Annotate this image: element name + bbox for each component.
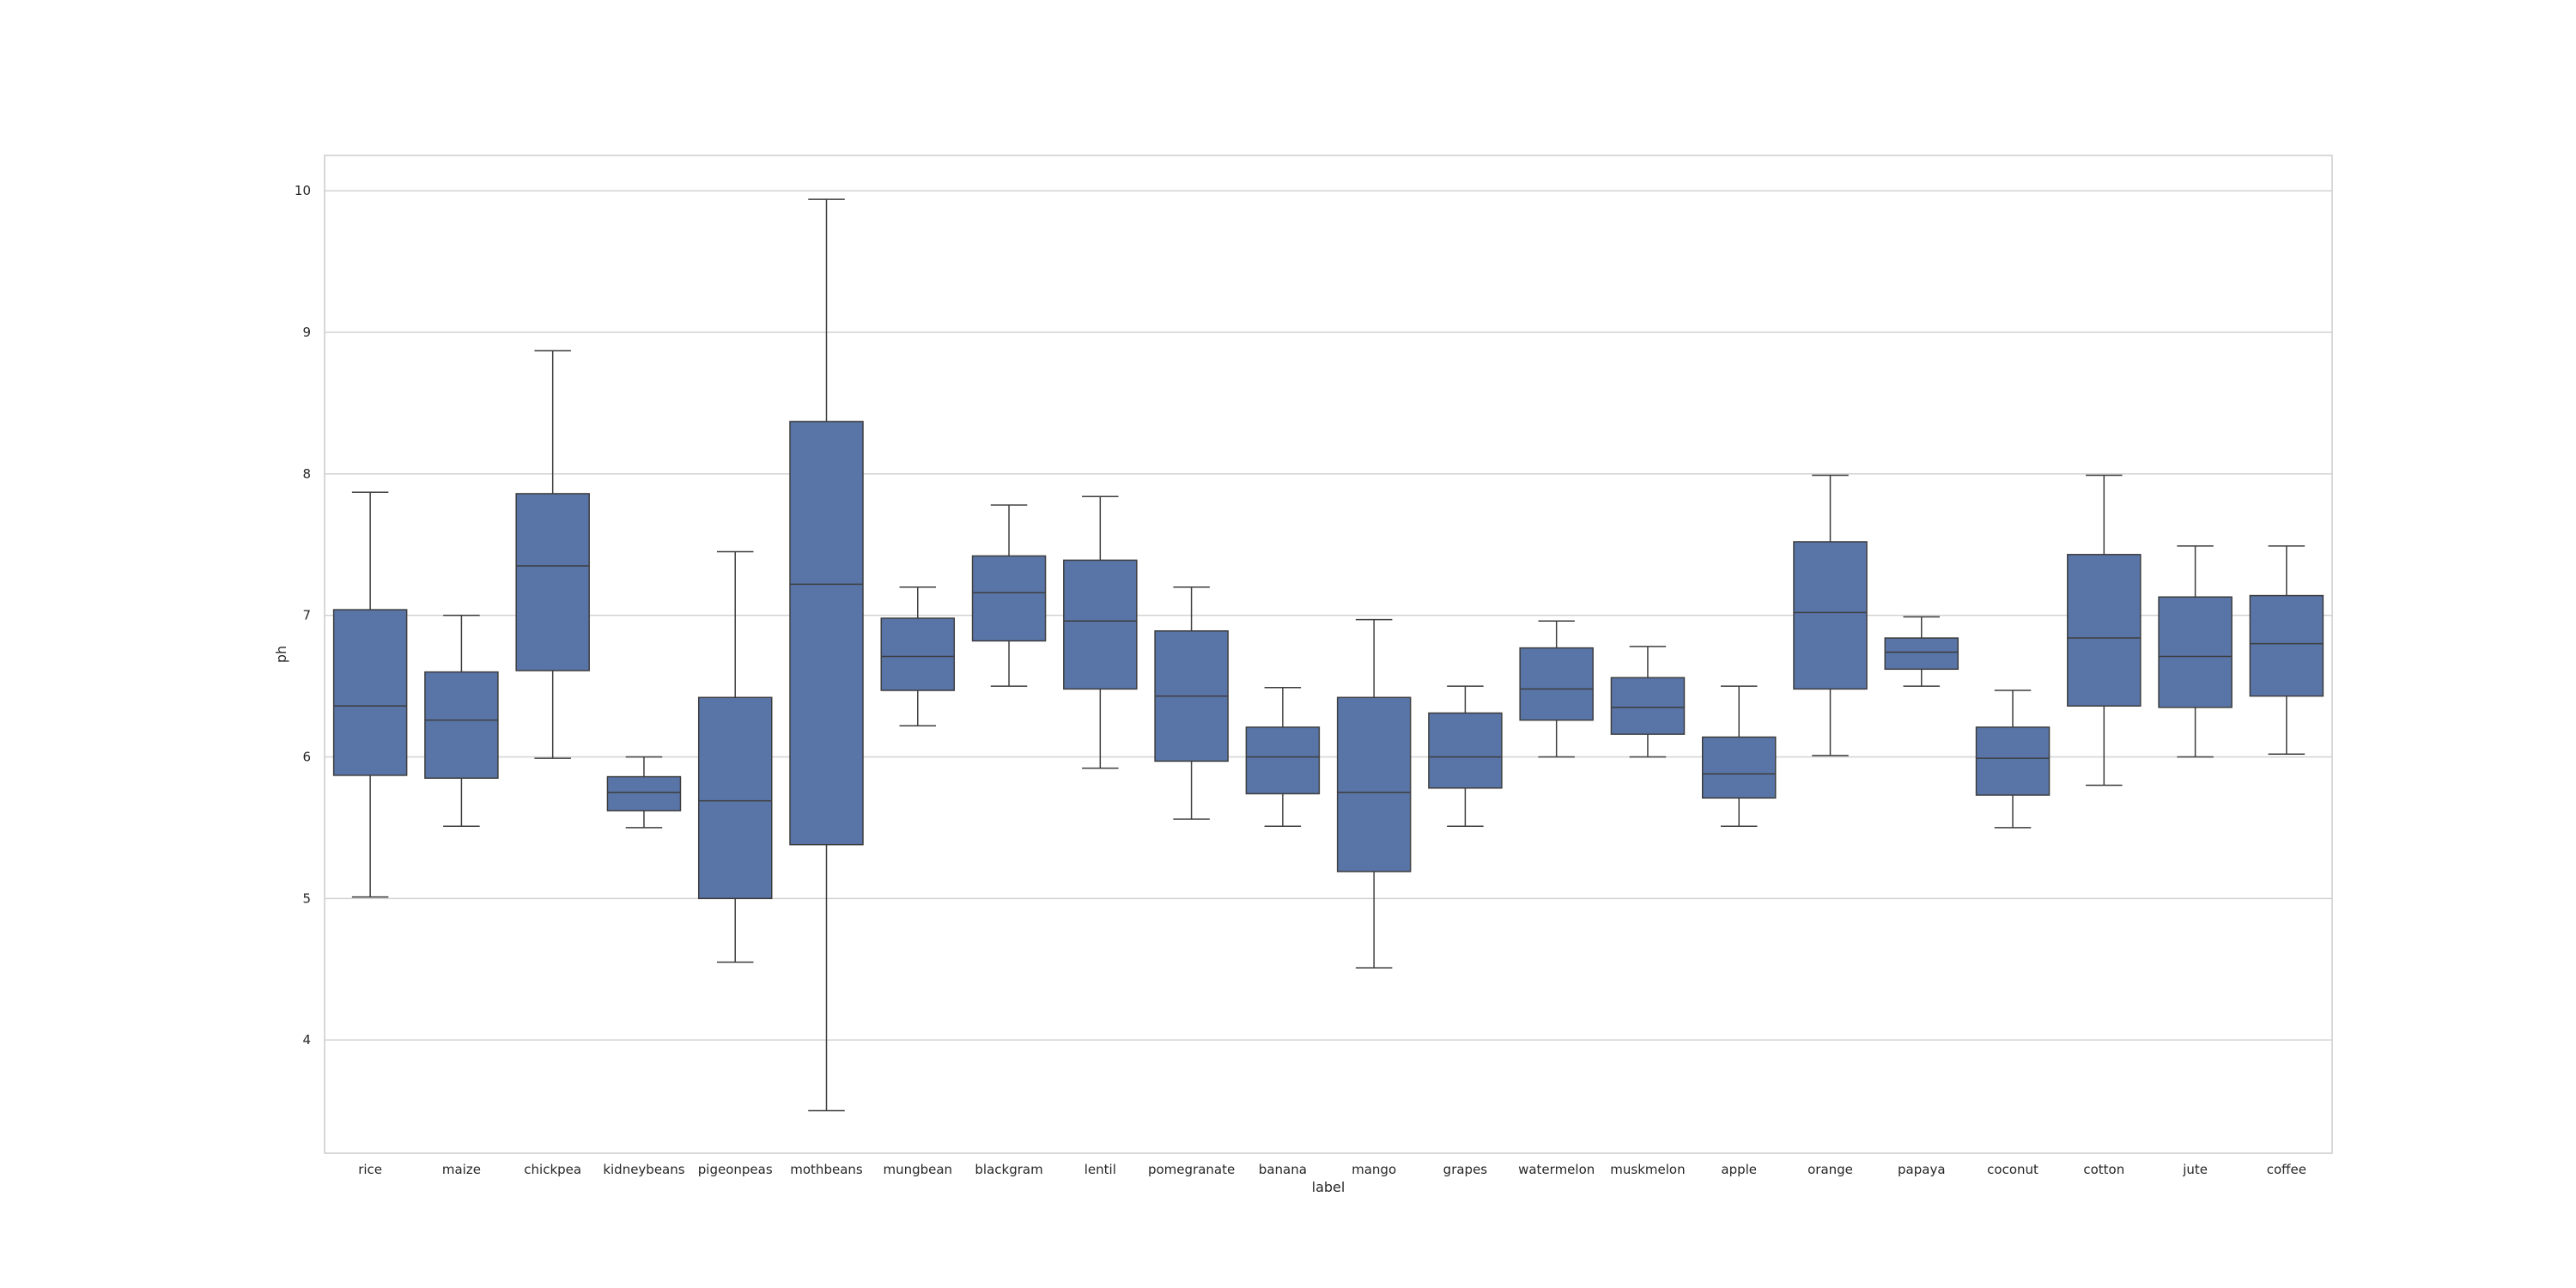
- y-tick-label: 6: [302, 749, 311, 764]
- x-tick-label: banana: [1259, 1162, 1307, 1177]
- interquartile-box: [2067, 554, 2142, 707]
- interquartile-box: [2158, 596, 2233, 708]
- box-mungbean: [880, 586, 956, 726]
- x-tick-label: lentil: [1084, 1162, 1116, 1177]
- x-tick-label: kidneybeans: [603, 1162, 684, 1177]
- interquartile-box: [880, 617, 956, 691]
- box-pigeonpeas: [697, 550, 773, 963]
- interquartile-box: [606, 775, 682, 811]
- box-lentil: [1063, 495, 1138, 769]
- y-tick-label: 9: [302, 325, 311, 340]
- box-jute: [2158, 545, 2233, 758]
- box-chickpea: [515, 349, 590, 759]
- box-mango: [1336, 618, 1412, 969]
- x-tick-label: mothbeans: [790, 1162, 863, 1177]
- x-tick-label: coffee: [2267, 1162, 2306, 1177]
- box-maize: [424, 614, 499, 828]
- y-tick-label: 8: [302, 466, 311, 482]
- x-tick-label: maize: [442, 1162, 481, 1177]
- interquartile-box: [1428, 712, 1503, 789]
- box-mothbeans: [789, 198, 864, 1112]
- box-apple: [1701, 685, 1777, 828]
- x-tick-label: apple: [1721, 1162, 1757, 1177]
- x-tick-label: chickpea: [524, 1162, 581, 1177]
- interquartile-box: [697, 696, 773, 900]
- box-coconut: [1975, 690, 2050, 829]
- box-orange: [1793, 474, 1868, 756]
- x-tick-label: jute: [2182, 1162, 2208, 1177]
- box-blackgram: [971, 504, 1047, 687]
- interquartile-box: [789, 421, 864, 846]
- x-axis-label: label: [1312, 1179, 1346, 1195]
- x-tick-label: mango: [1352, 1162, 1396, 1177]
- box-watermelon: [1519, 620, 1594, 758]
- interquartile-box: [1336, 696, 1412, 872]
- x-tick-label: pomegranate: [1148, 1162, 1235, 1177]
- box-kidneybeans: [606, 756, 682, 829]
- x-tick-label: cotton: [2083, 1162, 2124, 1177]
- box-rice: [332, 491, 408, 898]
- interquartile-box: [1793, 541, 1868, 690]
- interquartile-box: [424, 671, 499, 779]
- interquartile-box: [2249, 594, 2324, 697]
- box-cotton: [2067, 474, 2142, 787]
- y-tick-label: 7: [302, 608, 311, 623]
- plot-area-frame: [324, 155, 2333, 1154]
- x-tick-label: grapes: [1443, 1162, 1488, 1177]
- x-tick-label: blackgram: [975, 1162, 1042, 1177]
- x-tick-label: coconut: [1987, 1162, 2038, 1177]
- y-tick-label: 10: [295, 183, 311, 198]
- x-tick-label: watermelon: [1518, 1162, 1595, 1177]
- x-tick-label: orange: [1807, 1162, 1853, 1177]
- box-papaya: [1884, 616, 1959, 687]
- interquartile-box: [1519, 647, 1594, 721]
- box-coffee: [2249, 545, 2324, 755]
- y-tick-labels: 4 5 6 7 8 9 10: [295, 183, 311, 1048]
- boxes: [332, 198, 2324, 1112]
- y-tick-label: 4: [302, 1032, 311, 1048]
- x-tick-label: rice: [358, 1162, 382, 1177]
- x-tick-label: mungbean: [883, 1162, 952, 1177]
- x-tick-label: pigeonpeas: [698, 1162, 773, 1177]
- box-grapes: [1428, 685, 1503, 828]
- x-tick-labels: rice maize chickpea kidneybeans pigeonpeas mo…: [358, 1162, 2306, 1177]
- interquartile-box: [332, 609, 408, 776]
- interquartile-box: [971, 555, 1047, 642]
- box-banana: [1245, 686, 1321, 828]
- x-tick-label: papaya: [1898, 1162, 1946, 1177]
- box-muskmelon: [1610, 646, 1686, 758]
- interquartile-box: [515, 493, 590, 671]
- interquartile-box: [1884, 637, 1959, 671]
- y-tick-label: 5: [302, 890, 311, 906]
- interquartile-box: [1975, 726, 2050, 796]
- interquartile-box: [1063, 559, 1138, 690]
- interquartile-box: [1610, 677, 1686, 735]
- interquartile-box: [1701, 736, 1777, 799]
- y-axis-label: ph: [273, 646, 289, 663]
- interquartile-box: [1245, 726, 1321, 795]
- x-tick-label: muskmelon: [1610, 1162, 1685, 1177]
- box-pomegranate: [1154, 586, 1229, 820]
